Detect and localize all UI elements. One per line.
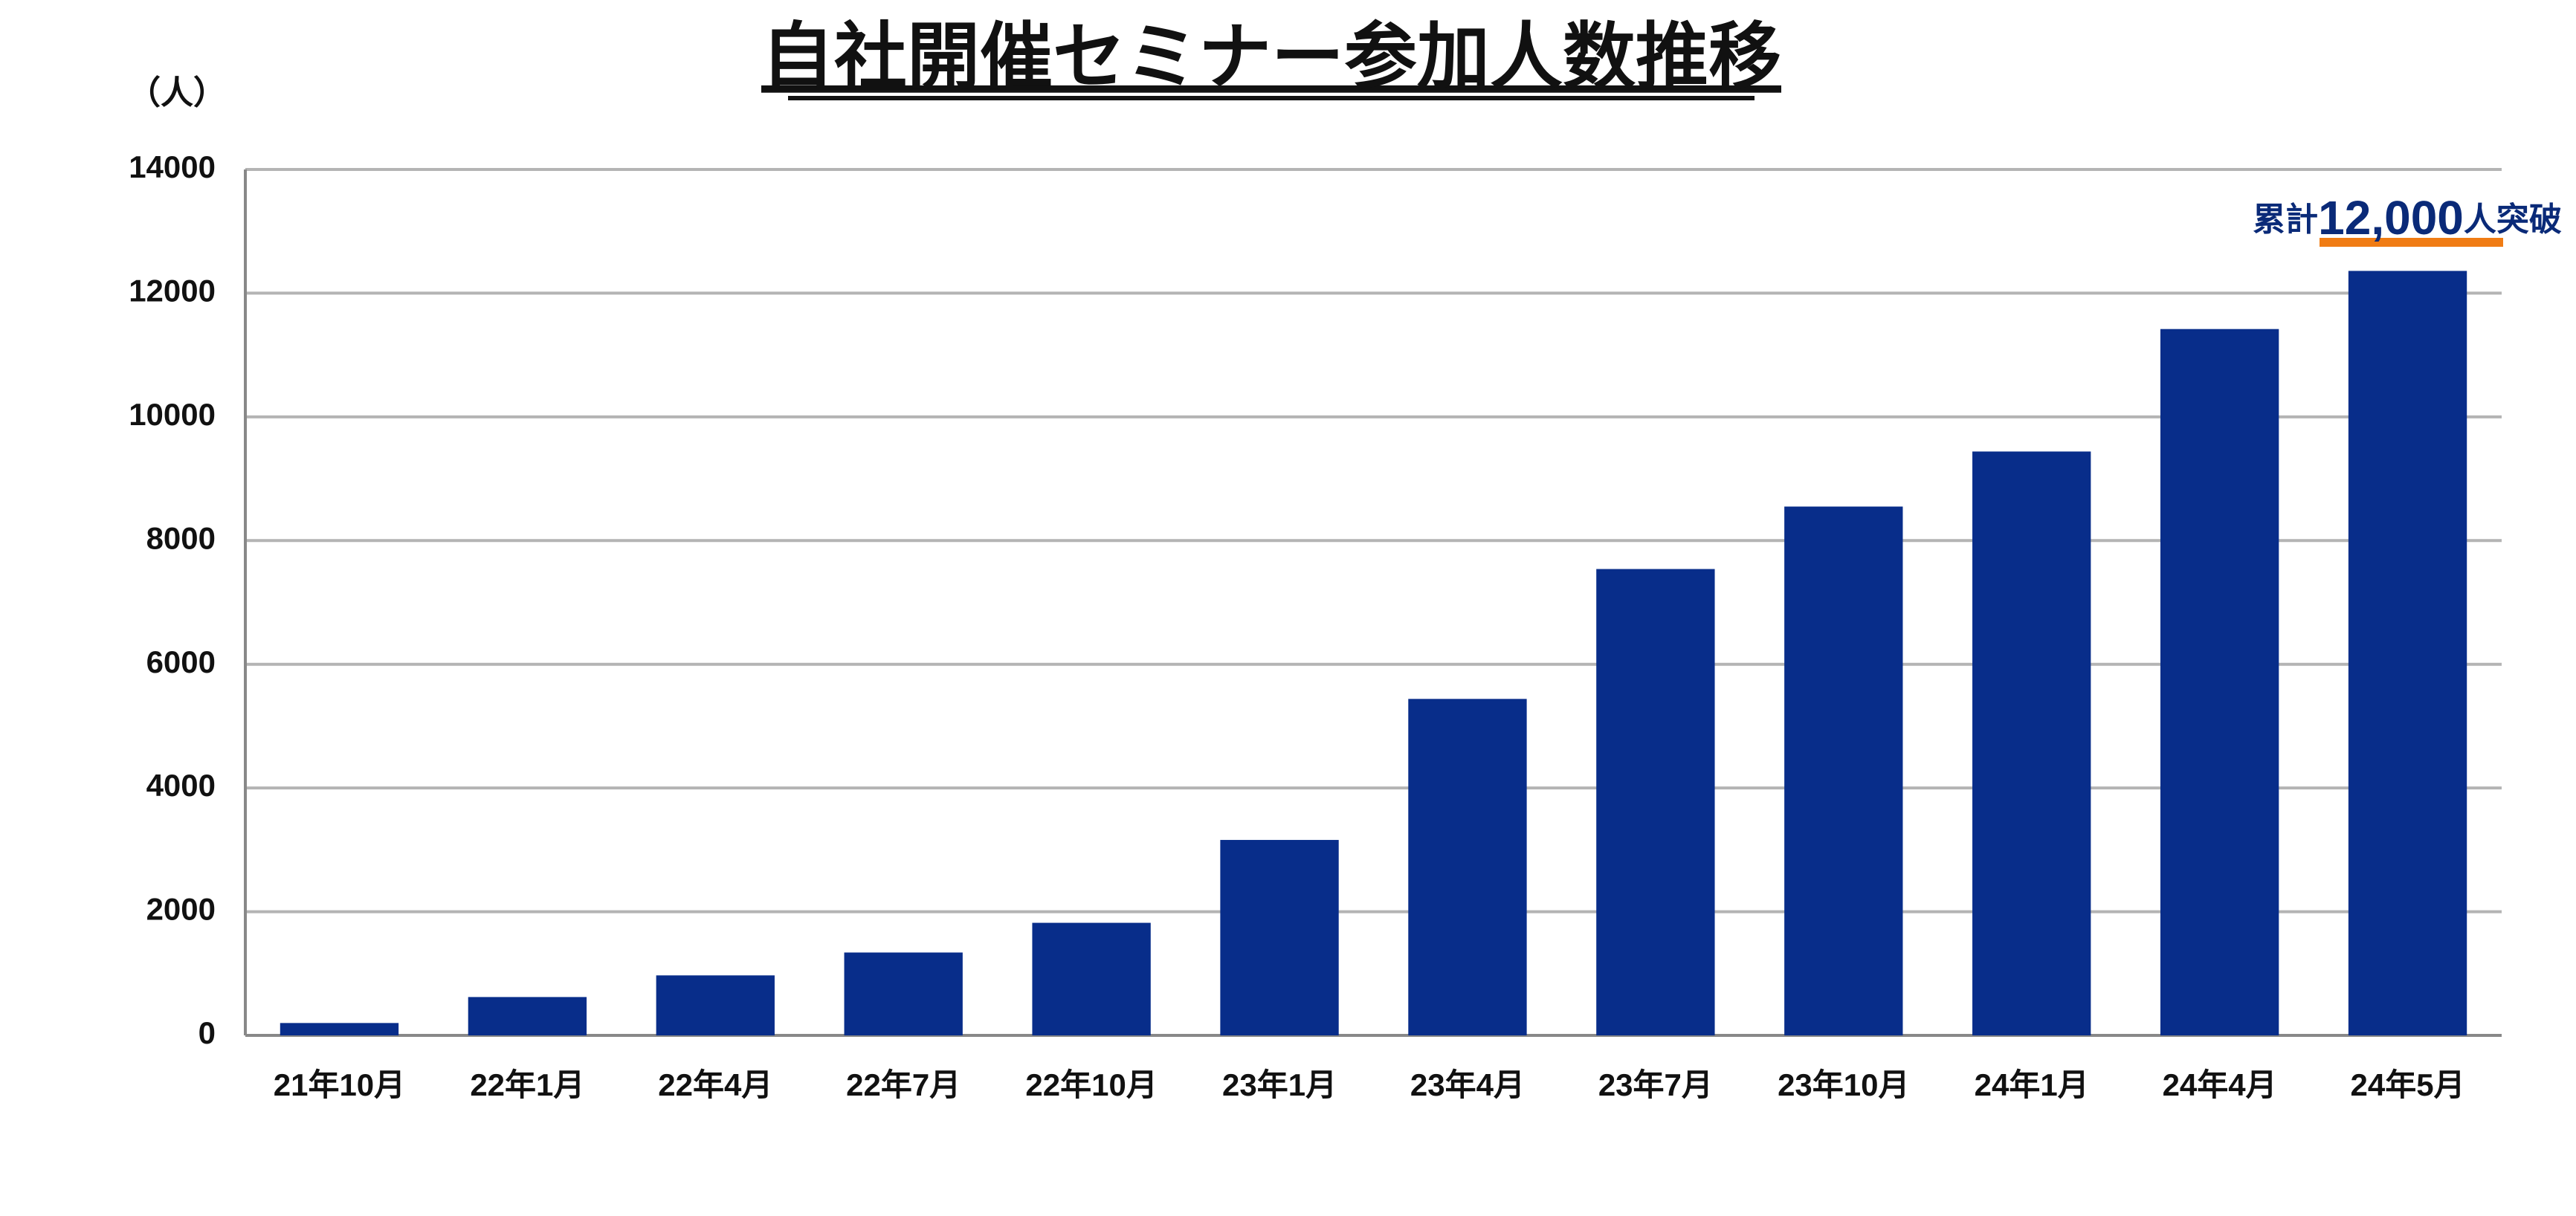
x-tick-label: 22年4月 [658, 1067, 772, 1102]
x-tick-label: 23年10月 [1778, 1067, 1909, 1102]
y-tick-label: 8000 [146, 520, 216, 555]
y-tick-label: 4000 [146, 768, 216, 803]
chart-title: 自社開催セミナー参加人数推移 [761, 16, 1781, 97]
bar [1032, 922, 1151, 1035]
x-tick-label: 22年7月 [846, 1067, 961, 1102]
annotation-number: 12,000 [2318, 191, 2464, 245]
bar [1408, 699, 1527, 1035]
bar [1596, 569, 1715, 1035]
y-axis-label: （人） [128, 75, 226, 111]
x-tick-label: 23年4月 [1410, 1067, 1525, 1102]
x-tick-label: 22年10月 [1025, 1067, 1157, 1102]
y-tick-label: 12000 [129, 274, 216, 308]
annotation: 累計12,000人突破 [2253, 191, 2562, 245]
bar [1972, 451, 2091, 1035]
x-tick-label: 22年1月 [470, 1067, 584, 1102]
bar [2160, 329, 2279, 1035]
x-tick-label: 24年1月 [1975, 1067, 2089, 1102]
annotation-underline [2320, 238, 2503, 247]
x-tick-label: 23年1月 [1222, 1067, 1337, 1102]
annotation-part: 人突破 [2464, 201, 2562, 238]
y-tick-label: 10000 [129, 397, 216, 432]
x-tick-label: 23年7月 [1598, 1067, 1713, 1102]
x-tick-label: 24年4月 [2163, 1067, 2277, 1102]
y-tick-label: 14000 [129, 149, 216, 184]
y-tick-label: 2000 [146, 892, 216, 927]
bar [1784, 506, 1903, 1035]
bar [280, 1023, 399, 1035]
y-tick-label: 0 [198, 1015, 216, 1050]
bar [2348, 271, 2467, 1035]
bar [468, 997, 587, 1035]
x-tick-label: 21年10月 [274, 1067, 405, 1102]
x-tick-label: 24年5月 [2351, 1067, 2465, 1102]
annotation-part: 累計 [2253, 201, 2318, 238]
bar [844, 952, 963, 1035]
y-tick-label: 6000 [146, 644, 216, 679]
bar [656, 975, 775, 1035]
bar [1220, 840, 1339, 1035]
